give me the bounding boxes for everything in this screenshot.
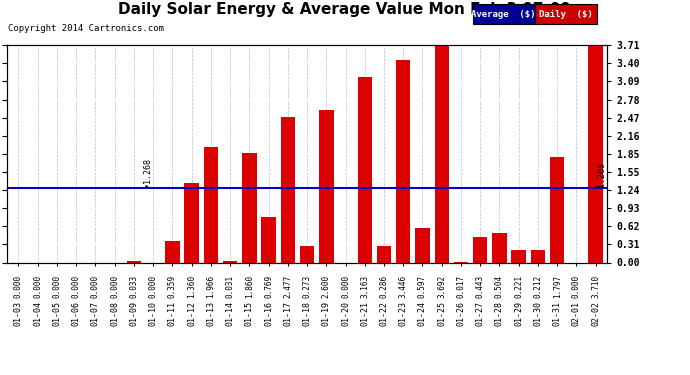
Text: 0.000: 0.000 [572,274,581,298]
Text: 0.000: 0.000 [33,274,42,298]
Text: 01-16: 01-16 [264,301,273,326]
Text: •1.268: •1.268 [143,157,152,187]
Text: 02-02: 02-02 [591,301,600,326]
Text: 0.000: 0.000 [52,274,61,298]
Text: 02-01: 02-01 [572,301,581,326]
Text: 0.769: 0.769 [264,274,273,298]
Text: 0.000: 0.000 [72,274,81,298]
Bar [473,237,487,262]
Text: 01-24: 01-24 [418,301,427,326]
Bar [204,147,218,262]
Text: 01-27: 01-27 [475,301,484,326]
Text: 0.000: 0.000 [14,274,23,298]
Text: 2.600: 2.600 [322,274,331,298]
Text: 01-15: 01-15 [245,301,254,326]
Bar [531,250,545,262]
Bar [300,246,314,262]
Text: 0.273: 0.273 [302,274,312,298]
Bar [319,110,333,262]
Text: 0.286: 0.286 [380,274,388,298]
Bar [223,261,237,262]
Text: Daily  ($): Daily ($) [539,10,593,18]
Bar [262,217,276,262]
Bar [415,228,430,262]
Text: 01-28: 01-28 [495,301,504,326]
Text: 1.966: 1.966 [206,274,215,298]
Text: 0.504: 0.504 [495,274,504,298]
Text: 1.860: 1.860 [245,274,254,298]
Text: 01-17: 01-17 [284,301,293,326]
Text: 3.446: 3.446 [399,274,408,298]
Text: 01-10: 01-10 [148,301,157,326]
Text: 01-26: 01-26 [457,301,466,326]
Bar [281,117,295,262]
Bar [454,261,469,262]
Text: Daily Solar Energy & Average Value Mon Feb 3 07:09: Daily Solar Energy & Average Value Mon F… [119,2,571,17]
Bar [377,246,391,262]
Text: 3.692: 3.692 [437,274,446,298]
Text: 01-05: 01-05 [52,301,61,326]
Text: 01-18: 01-18 [302,301,312,326]
Text: 0.221: 0.221 [514,274,523,298]
Text: 01-14: 01-14 [226,301,235,326]
Bar [184,183,199,262]
Text: 0.000: 0.000 [91,274,100,298]
Text: Average  ($): Average ($) [471,10,536,18]
Text: 01-11: 01-11 [168,301,177,326]
Bar [589,45,603,262]
Text: 01-06: 01-06 [72,301,81,326]
Text: 0.000: 0.000 [341,274,350,298]
Text: 0.359: 0.359 [168,274,177,298]
Text: 0.443: 0.443 [475,274,484,298]
Text: 3.163: 3.163 [360,274,369,298]
Text: 0.033: 0.033 [130,274,139,298]
Text: 0.597: 0.597 [418,274,427,298]
Bar [550,157,564,262]
Bar [242,153,257,262]
Bar [127,261,141,262]
Text: 01-20: 01-20 [341,301,350,326]
Text: 01-07: 01-07 [91,301,100,326]
Text: 0.000: 0.000 [148,274,157,298]
Text: 01-19: 01-19 [322,301,331,326]
Text: 01-08: 01-08 [110,301,119,326]
Text: 0.017: 0.017 [457,274,466,298]
Text: 01-30: 01-30 [533,301,542,326]
Text: 01-09: 01-09 [130,301,139,326]
Text: 0.031: 0.031 [226,274,235,298]
Text: 2.477: 2.477 [284,274,293,298]
Bar [511,249,526,262]
Text: 3.710: 3.710 [591,274,600,298]
Text: 01-04: 01-04 [33,301,42,326]
Text: 01-22: 01-22 [380,301,388,326]
Text: 01-21: 01-21 [360,301,369,326]
Text: 01-13: 01-13 [206,301,215,326]
Text: 01-12: 01-12 [187,301,196,326]
Bar [165,242,179,262]
Bar [492,233,506,262]
Text: 01-31: 01-31 [553,301,562,326]
Text: 01-03: 01-03 [14,301,23,326]
Text: 1.268: 1.268 [597,162,606,187]
Text: 01-23: 01-23 [399,301,408,326]
Bar [435,46,449,262]
Text: 1.360: 1.360 [187,274,196,298]
Bar [396,60,411,262]
Text: 0.212: 0.212 [533,274,542,298]
Text: 01-25: 01-25 [437,301,446,326]
Text: 1.797: 1.797 [553,274,562,298]
Bar [357,77,372,262]
Text: 0.000: 0.000 [110,274,119,298]
Text: Copyright 2014 Cartronics.com: Copyright 2014 Cartronics.com [8,24,164,33]
Text: 01-29: 01-29 [514,301,523,326]
